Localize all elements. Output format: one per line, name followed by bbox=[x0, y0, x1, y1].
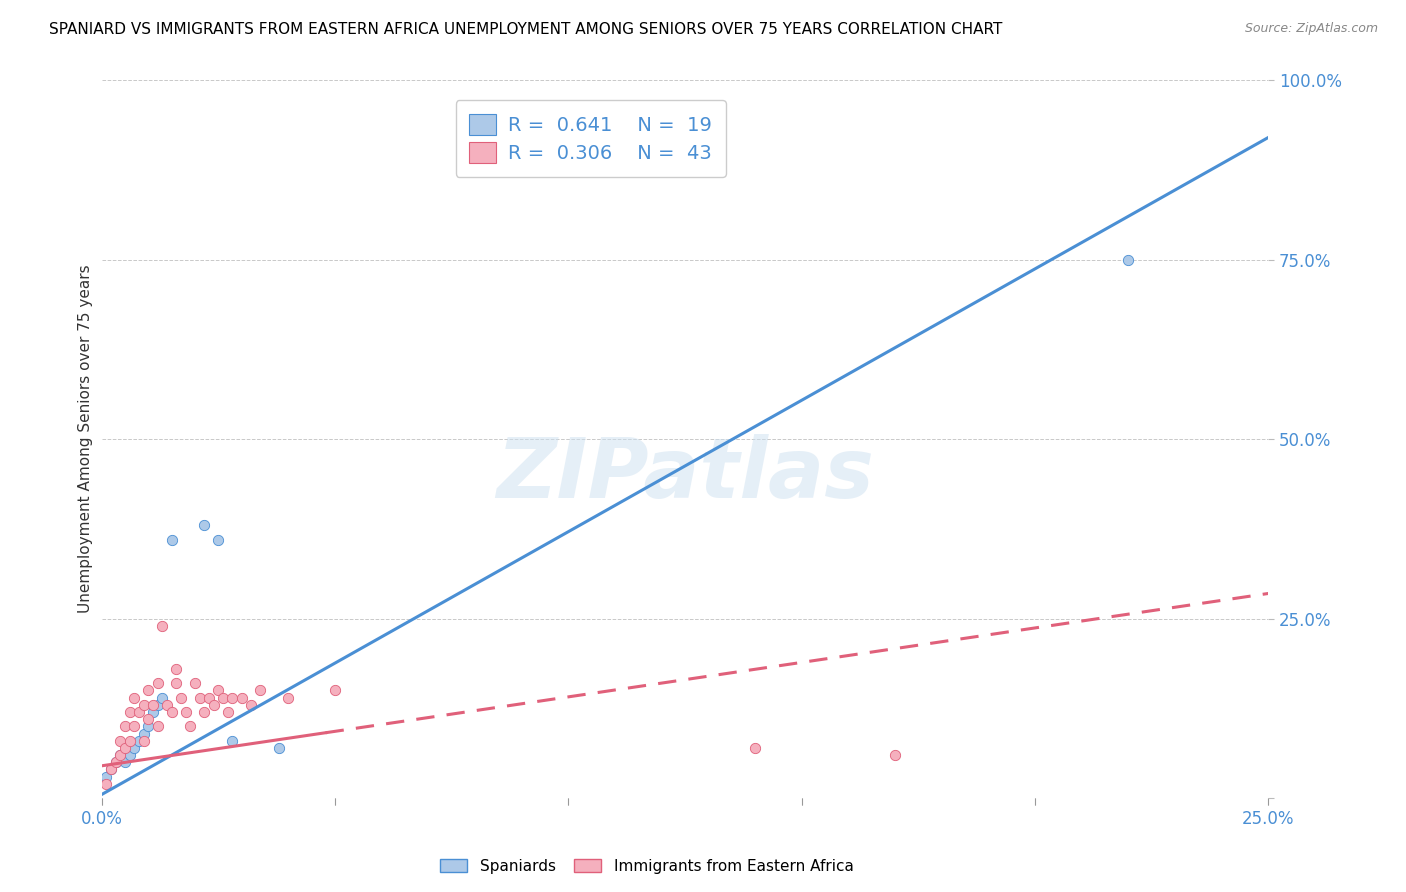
Point bbox=[184, 676, 207, 690]
Text: SPANIARD VS IMMIGRANTS FROM EASTERN AFRICA UNEMPLOYMENT AMONG SENIORS OVER 75 YE: SPANIARD VS IMMIGRANTS FROM EASTERN AFRI… bbox=[49, 22, 1002, 37]
Point bbox=[128, 705, 150, 719]
Point bbox=[249, 683, 271, 698]
Point bbox=[323, 683, 346, 698]
Point bbox=[142, 698, 165, 712]
Point bbox=[217, 705, 239, 719]
Point bbox=[104, 756, 127, 770]
Legend: Spaniards, Immigrants from Eastern Africa: Spaniards, Immigrants from Eastern Afric… bbox=[434, 853, 859, 880]
Point bbox=[136, 712, 159, 726]
Point bbox=[170, 690, 193, 705]
Point bbox=[100, 763, 122, 777]
Point bbox=[122, 690, 145, 705]
Point bbox=[156, 698, 179, 712]
Point bbox=[165, 676, 187, 690]
Point bbox=[136, 719, 159, 733]
Point bbox=[110, 733, 132, 747]
Point bbox=[136, 683, 159, 698]
Point bbox=[277, 690, 299, 705]
Point bbox=[207, 533, 229, 547]
Point bbox=[239, 698, 262, 712]
Point bbox=[179, 719, 201, 733]
Point bbox=[207, 683, 229, 698]
Point bbox=[212, 690, 235, 705]
Point bbox=[104, 756, 127, 770]
Point bbox=[110, 747, 132, 762]
Point bbox=[146, 676, 169, 690]
Point bbox=[221, 690, 243, 705]
Point bbox=[132, 733, 155, 747]
Point bbox=[198, 690, 221, 705]
Point bbox=[193, 705, 215, 719]
Point bbox=[122, 740, 145, 755]
Text: Source: ZipAtlas.com: Source: ZipAtlas.com bbox=[1244, 22, 1378, 36]
Point bbox=[231, 690, 253, 705]
Point bbox=[160, 533, 183, 547]
Point bbox=[146, 698, 169, 712]
Point bbox=[118, 747, 141, 762]
Point bbox=[165, 662, 187, 676]
Point bbox=[150, 619, 173, 633]
Point bbox=[128, 733, 150, 747]
Point bbox=[114, 740, 136, 755]
Point bbox=[132, 726, 155, 740]
Point bbox=[174, 705, 197, 719]
Point bbox=[110, 747, 132, 762]
Point bbox=[96, 777, 118, 791]
Text: ZIPatlas: ZIPatlas bbox=[496, 434, 875, 516]
Legend: R =  0.641    N =  19, R =  0.306    N =  43: R = 0.641 N = 19, R = 0.306 N = 43 bbox=[456, 101, 725, 177]
Point bbox=[114, 719, 136, 733]
Point bbox=[221, 733, 243, 747]
Point bbox=[100, 763, 122, 777]
Point bbox=[744, 740, 766, 755]
Point bbox=[122, 719, 145, 733]
Point bbox=[160, 705, 183, 719]
Point bbox=[132, 698, 155, 712]
Point bbox=[202, 698, 225, 712]
Point bbox=[884, 747, 907, 762]
Point bbox=[118, 705, 141, 719]
Point bbox=[142, 705, 165, 719]
Point bbox=[114, 756, 136, 770]
Point bbox=[267, 740, 290, 755]
Point bbox=[1118, 252, 1140, 267]
Point bbox=[193, 518, 215, 533]
Y-axis label: Unemployment Among Seniors over 75 years: Unemployment Among Seniors over 75 years bbox=[79, 265, 93, 614]
Point bbox=[96, 770, 118, 784]
Point bbox=[118, 733, 141, 747]
Point bbox=[188, 690, 211, 705]
Point bbox=[150, 690, 173, 705]
Point bbox=[146, 719, 169, 733]
